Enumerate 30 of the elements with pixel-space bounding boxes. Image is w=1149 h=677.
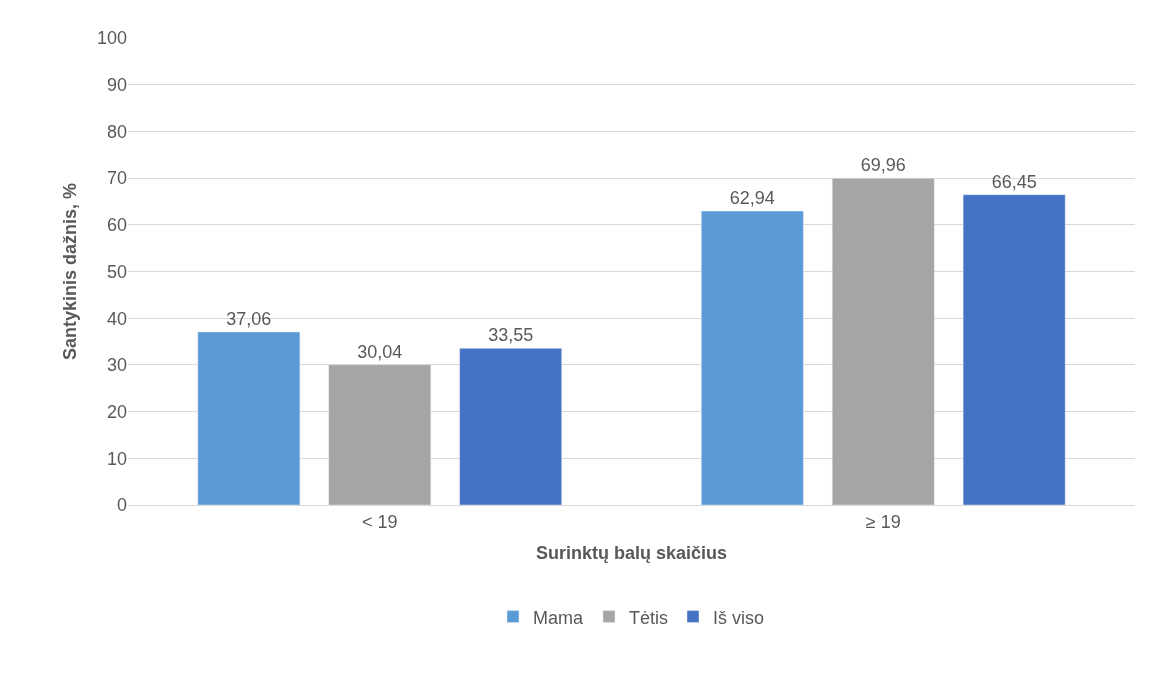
- data-label: 62,94: [729, 188, 775, 209]
- data-label: 69,96: [860, 155, 906, 176]
- y-tick-label: 70: [106, 168, 127, 189]
- y-tick-label: 20: [106, 401, 127, 422]
- y-tick-label: 100: [96, 28, 127, 49]
- data-label: 30,04: [357, 341, 403, 362]
- data-label: 33,55: [488, 325, 534, 346]
- y-tick-label: 0: [116, 495, 127, 516]
- y-axis-title: Santykinis dažnis, %: [60, 182, 81, 361]
- y-tick-label: 80: [106, 121, 127, 142]
- data-label: 37,06: [226, 308, 272, 329]
- bar: [962, 194, 1066, 505]
- y-tick-label: 60: [106, 215, 127, 236]
- x-tick-label: < 19: [361, 511, 398, 532]
- legend-label: Mama: [533, 607, 584, 628]
- bar: [459, 348, 562, 505]
- bar: [831, 178, 935, 505]
- y-tick-label: 10: [106, 448, 127, 469]
- y-tick-label: 50: [106, 261, 127, 282]
- data-label: 66,45: [991, 171, 1037, 192]
- y-tick-label: 30: [106, 355, 127, 376]
- y-tick-label: 90: [106, 75, 127, 95]
- legend-label: Tėtis: [629, 607, 669, 628]
- x-tick-label: ≥ 19: [865, 511, 901, 532]
- bar: [328, 364, 432, 505]
- legend-label: Iš viso: [713, 607, 765, 628]
- bar: [701, 210, 804, 505]
- y-tick-label: 40: [106, 308, 127, 329]
- x-axis-title: Surinktų balų skaičius: [535, 542, 728, 563]
- bar: [197, 331, 301, 505]
